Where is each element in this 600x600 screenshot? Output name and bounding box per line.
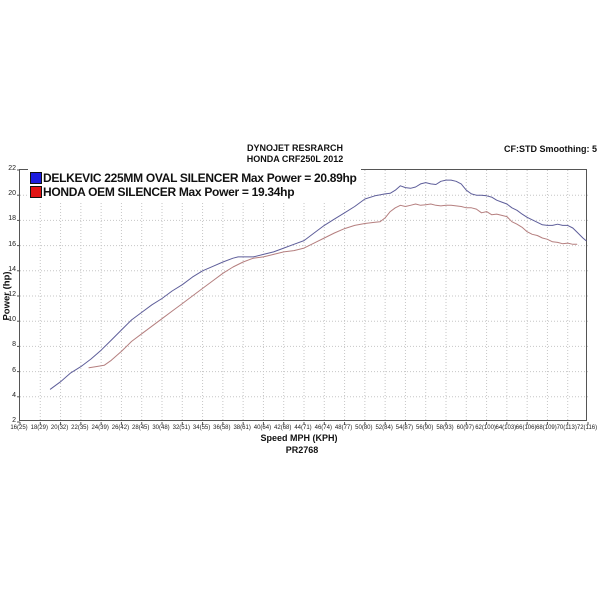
x-tick-label: 40(64) bbox=[253, 425, 272, 431]
y-tick-label: 22 bbox=[8, 165, 16, 172]
smoothing-label: CF:STD Smoothing: 5 bbox=[504, 144, 597, 154]
x-tick-label: 34(55) bbox=[192, 425, 211, 431]
legend-label-delkevic: DELKEVIC 225MM OVAL SILENCER Max Power =… bbox=[43, 171, 357, 185]
x-tick-label: 72(116) bbox=[576, 425, 598, 431]
y-tick-label: 14 bbox=[8, 265, 16, 273]
x-tick-label: 28(45) bbox=[132, 425, 150, 431]
legend-label-honda-oem: HONDA OEM SILENCER Max Power = 19.34hp bbox=[43, 185, 295, 199]
x-tick-label: 16(25) bbox=[10, 425, 28, 431]
legend-row-honda-oem: HONDA OEM SILENCER Max Power = 19.34hp bbox=[30, 185, 357, 199]
y-tick-label: 6 bbox=[12, 366, 16, 374]
x-tick-label: 56(90) bbox=[416, 425, 434, 431]
x-tick-label: 60(97) bbox=[456, 425, 474, 431]
legend-row-delkevic: DELKEVIC 225MM OVAL SILENCER Max Power =… bbox=[30, 171, 357, 185]
x-tick-label: 48(77) bbox=[334, 425, 353, 431]
y-tick-label: 12 bbox=[8, 291, 16, 298]
x-tick-label: 68(109) bbox=[536, 425, 557, 431]
x-tick-label: 32(51) bbox=[172, 425, 190, 431]
x-tick-label: 42(68) bbox=[274, 425, 292, 431]
dyno-curves-svg bbox=[17, 169, 589, 425]
chart-subtitle: HONDA CRF250L 2012 bbox=[246, 154, 344, 164]
y-tick-label: 18 bbox=[8, 215, 16, 223]
x-tick-label: 22(35) bbox=[71, 425, 89, 431]
y-tick-label: 8 bbox=[12, 341, 16, 349]
curve-delkevic bbox=[49, 179, 587, 390]
chart-legend: DELKEVIC 225MM OVAL SILENCER Max Power =… bbox=[28, 169, 361, 201]
x-tick-label: 36(58) bbox=[213, 425, 231, 431]
x-tick-label: 24(39) bbox=[91, 425, 109, 431]
legend-swatch-blue bbox=[30, 172, 42, 184]
legend-swatch-red bbox=[30, 186, 42, 198]
x-tick-label: 20(32) bbox=[50, 425, 69, 431]
y-tick-label: 20 bbox=[8, 190, 16, 198]
chart-title-block: DYNOJET RESRARCH HONDA CRF250L 2012 bbox=[0, 143, 590, 165]
y-tick-label: 4 bbox=[12, 391, 16, 399]
curve-honda-oem bbox=[88, 203, 578, 369]
x-tick-label: 38(61) bbox=[233, 425, 251, 431]
x-tick-label: 46(74) bbox=[314, 425, 332, 431]
y-tick-label: 2 bbox=[12, 417, 16, 424]
x-tick-label: 26(42) bbox=[111, 425, 130, 431]
x-tick-label: 50(80) bbox=[355, 425, 373, 431]
x-tick-label: 62(100) bbox=[475, 425, 496, 431]
x-tick-label: 44(71) bbox=[294, 425, 312, 431]
y-tick-label: 16 bbox=[8, 240, 16, 248]
x-tick-label: 70(113) bbox=[556, 425, 577, 431]
x-tick-label: 64(103) bbox=[495, 425, 517, 431]
x-tick-label: 52(84) bbox=[375, 425, 393, 431]
y-tick-label: 10 bbox=[8, 316, 16, 324]
x-tick-label: 18(29) bbox=[30, 425, 48, 431]
run-id: PR2768 bbox=[285, 445, 319, 455]
x-tick-label: 66(106) bbox=[515, 425, 537, 431]
x-tick-label: 54(87) bbox=[395, 425, 414, 431]
x-axis-title: Speed MPH (KPH) bbox=[260, 433, 338, 443]
x-tick-label: 30(48) bbox=[152, 425, 170, 431]
chart-title: DYNOJET RESRARCH bbox=[246, 143, 343, 153]
x-tick-label: 58(93) bbox=[436, 425, 454, 431]
plot-area bbox=[17, 169, 589, 425]
